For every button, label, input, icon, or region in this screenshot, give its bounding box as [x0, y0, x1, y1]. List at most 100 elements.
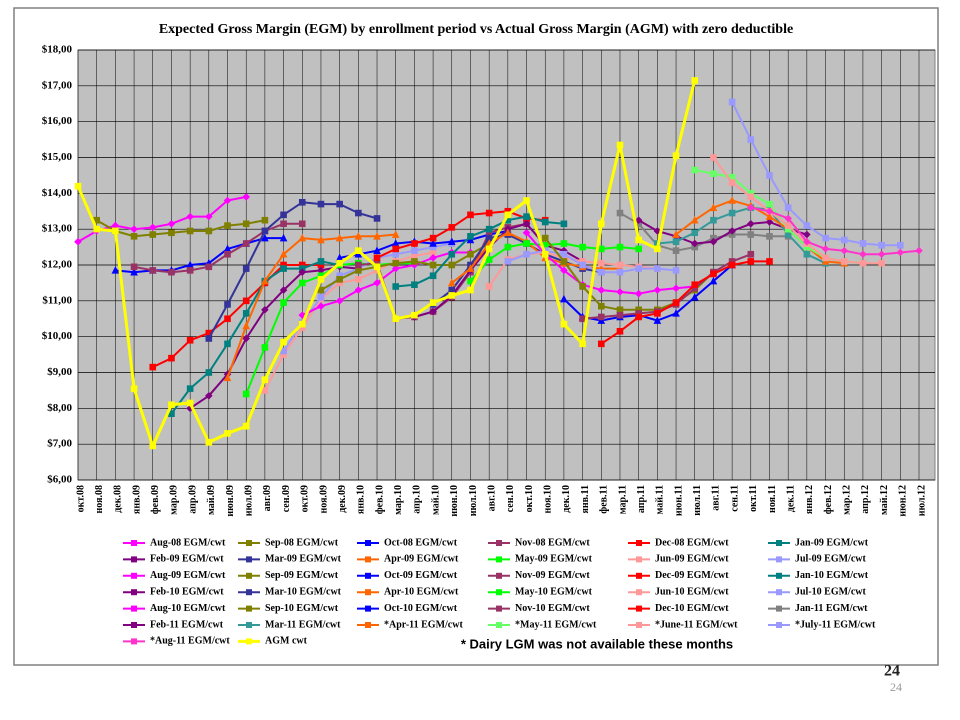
marker [728, 227, 736, 235]
marker [504, 216, 512, 224]
marker [859, 250, 867, 259]
marker [355, 247, 362, 254]
marker [803, 237, 811, 246]
marker [280, 299, 287, 306]
marker [597, 302, 605, 310]
marker [111, 221, 120, 230]
marker [429, 249, 437, 256]
legend-label: Feb-09 EGM/cwt [150, 554, 224, 565]
marker [728, 179, 736, 186]
y-tick-label: $12,00 [42, 259, 73, 271]
x-tick-label: май.11 [655, 485, 666, 514]
legend-marker [131, 605, 137, 612]
marker [317, 286, 325, 294]
series [74, 77, 699, 450]
marker [654, 265, 661, 272]
marker [709, 203, 718, 211]
marker [466, 264, 475, 272]
legend-label: Feb-10 EGM/cwt [150, 586, 224, 597]
marker [411, 247, 418, 254]
legend-marker [776, 622, 782, 628]
marker [710, 154, 717, 161]
marker [429, 299, 437, 306]
legend-label: Oct-08 EGM/cwt [384, 537, 458, 548]
marker [672, 267, 680, 274]
marker [224, 222, 231, 229]
marker [335, 233, 344, 242]
legend-label: Jan-11 EGM/cwt [795, 603, 868, 614]
legend-label: Sep-08 EGM/cwt [265, 537, 339, 548]
marker [897, 241, 904, 249]
marker [280, 261, 287, 269]
series-line [170, 260, 340, 415]
x-tick-label: янв.12 [804, 485, 815, 514]
legend-label: *Apr-11 EGM/cwt [384, 619, 463, 630]
legend-marker [636, 540, 642, 546]
legend-label: *June-11 EGM/cwt [655, 619, 738, 630]
marker [859, 259, 867, 267]
marker [355, 267, 362, 274]
legend-marker [365, 605, 371, 612]
marker [261, 387, 269, 394]
marker [205, 263, 213, 271]
marker [878, 259, 885, 267]
marker [130, 263, 138, 271]
series-line [115, 237, 284, 274]
marker [242, 334, 250, 343]
marker [672, 247, 680, 254]
legend-label: Apr-10 EGM/cwt [384, 586, 459, 597]
series-line [395, 215, 564, 288]
marker [690, 215, 699, 224]
y-tick-label: $6,00 [47, 474, 72, 486]
marker [634, 289, 643, 298]
marker [616, 268, 624, 276]
legend-label: Dec-08 EGM/cwt [655, 537, 729, 548]
series-line [507, 249, 677, 274]
marker [224, 301, 231, 308]
x-tick-label: мар.11 [617, 485, 628, 514]
marker [690, 239, 699, 248]
marker [485, 283, 493, 290]
marker [112, 227, 119, 235]
marker [186, 212, 194, 221]
marker [280, 265, 287, 272]
x-tick-label: июл.10 [468, 485, 479, 516]
marker [448, 224, 456, 231]
marker [467, 277, 474, 285]
legend-marker [776, 572, 782, 579]
marker [149, 231, 157, 238]
series-line [152, 264, 321, 369]
marker [261, 276, 269, 285]
marker [597, 259, 605, 267]
marker [467, 233, 474, 240]
marker [485, 229, 493, 237]
legend-marker [776, 556, 782, 563]
y-tick-label: $10,00 [42, 330, 73, 342]
series-line [96, 219, 266, 238]
series-line [657, 206, 827, 265]
marker [747, 250, 755, 258]
y-tick-label: $8,00 [47, 402, 72, 414]
x-tick-label: ноя.08 [94, 485, 105, 513]
legend-label: Mar-10 EGM/cwt [265, 586, 342, 597]
marker [186, 227, 194, 235]
marker [205, 391, 213, 400]
marker [635, 313, 642, 321]
marker [336, 276, 343, 283]
marker [448, 261, 456, 269]
marker [691, 229, 699, 237]
marker [130, 225, 138, 233]
marker [261, 305, 269, 314]
marker [130, 385, 138, 392]
marker [336, 259, 343, 267]
legend-label: May-09 EGM/cwt [515, 554, 593, 565]
marker [429, 254, 437, 262]
series [597, 258, 773, 348]
legend-label: Sep-10 EGM/cwt [265, 603, 339, 614]
marker [672, 284, 680, 293]
marker [392, 259, 400, 267]
marker [168, 410, 175, 418]
marker [111, 266, 120, 274]
marker [710, 270, 717, 278]
marker [672, 309, 680, 317]
